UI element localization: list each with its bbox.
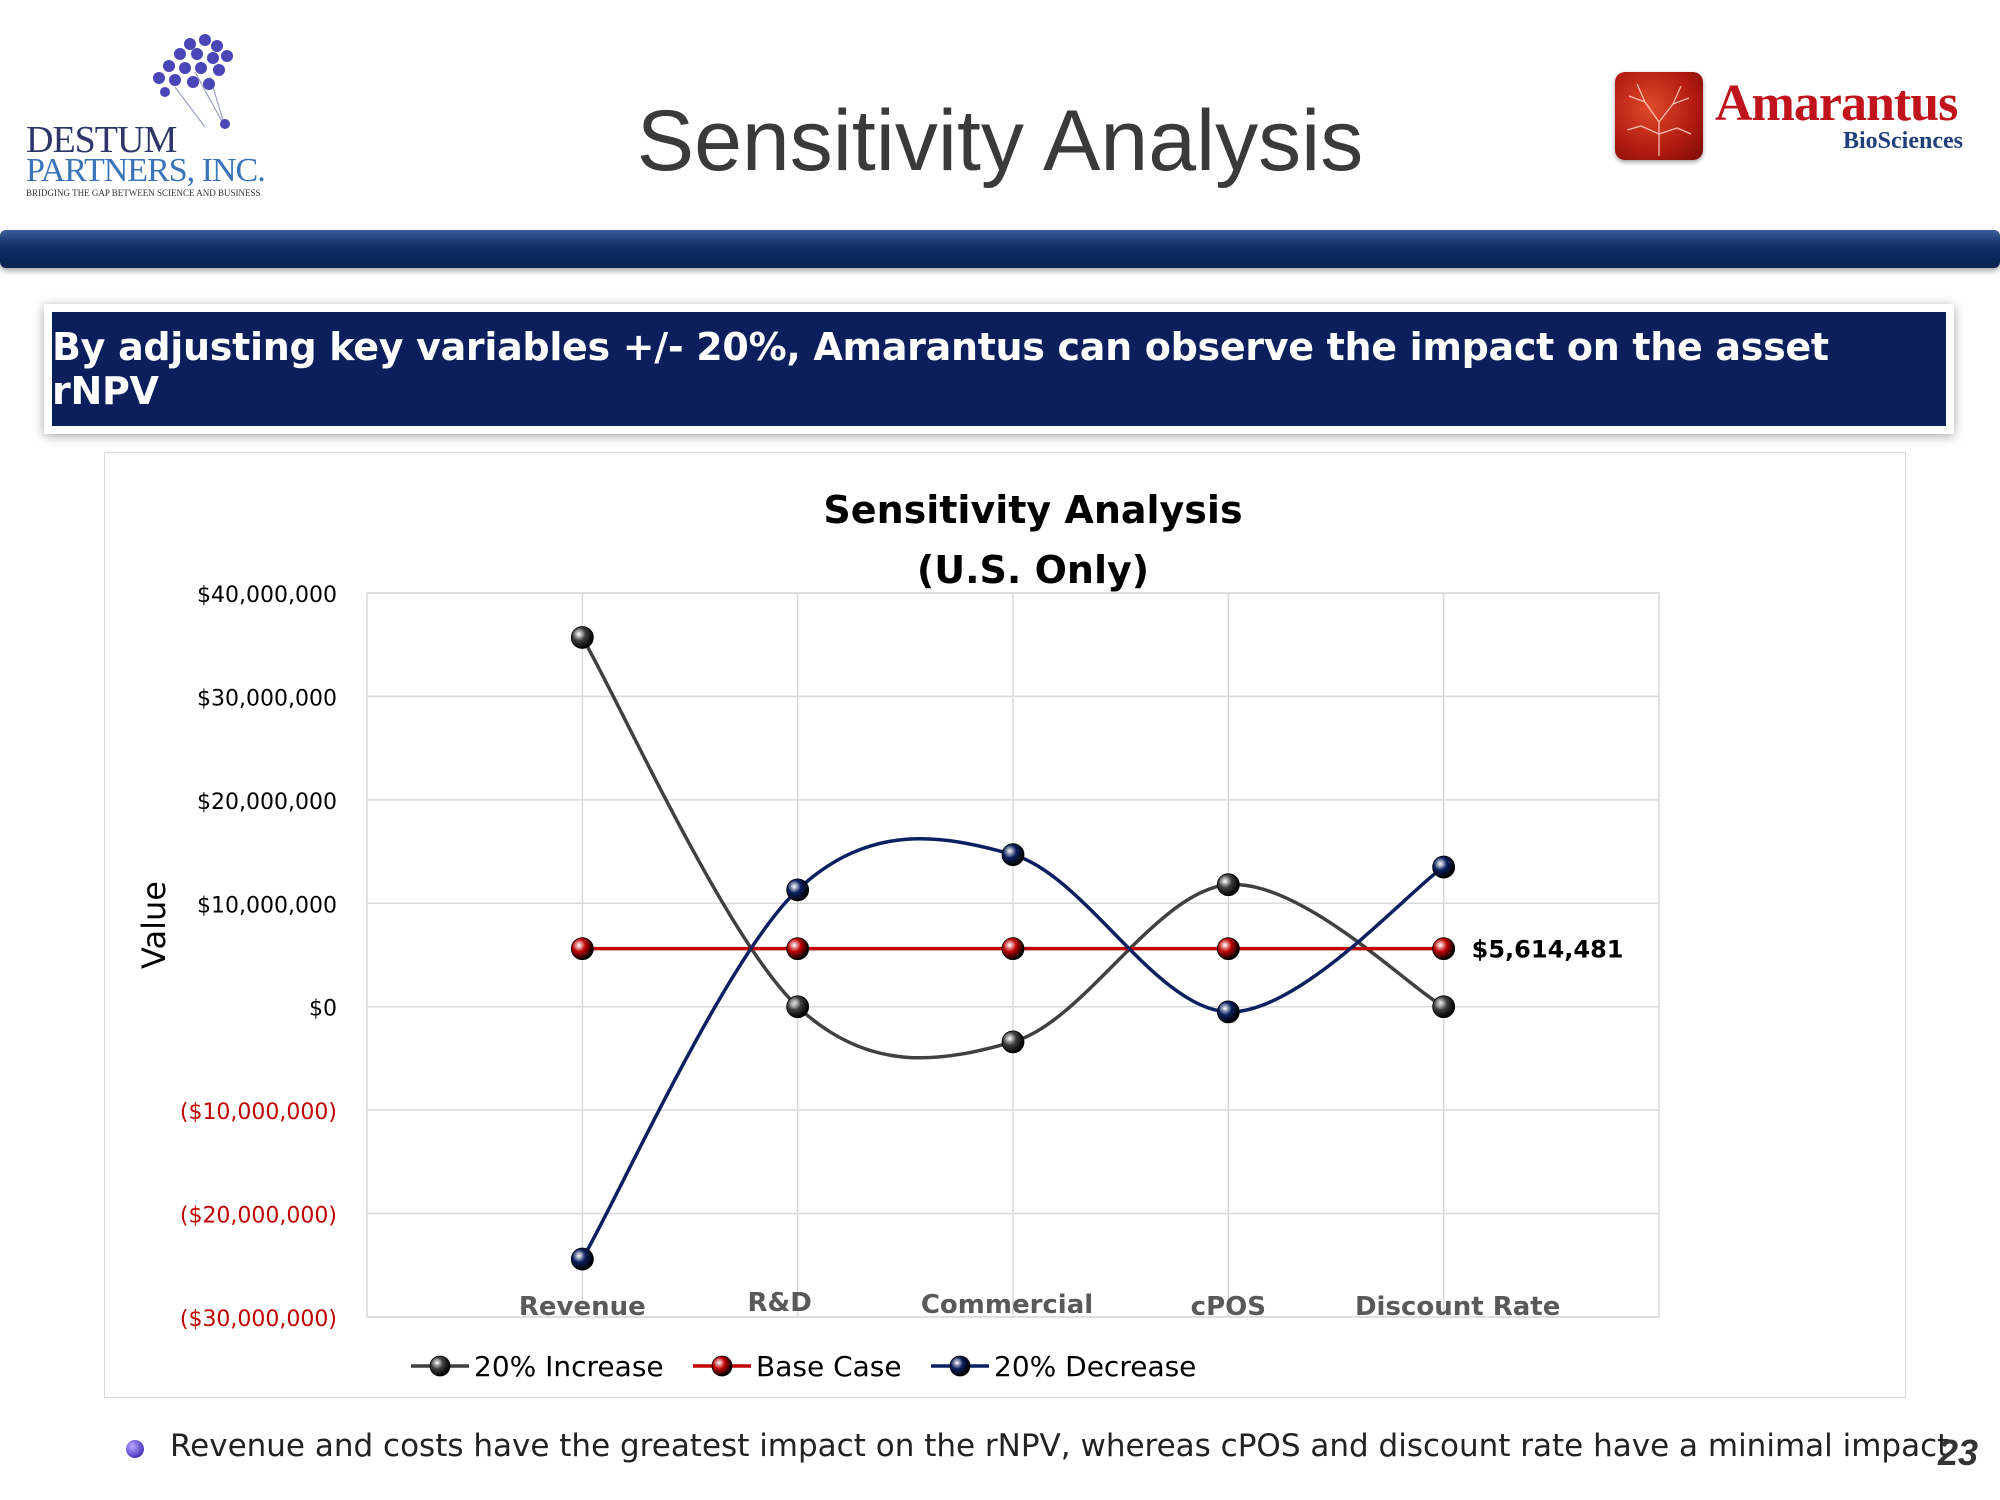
x-category-label: R&D <box>748 1288 812 1318</box>
chart-title-line1: Sensitivity Analysis <box>823 488 1242 532</box>
data-point-base-case <box>1001 937 1025 961</box>
data-point-20-decrease <box>1001 843 1025 867</box>
data-point-20-decrease <box>1432 855 1456 879</box>
banner-frame: By adjusting key variables +/- 20%, Amar… <box>44 304 1954 434</box>
y-tick-label: $30,000,000 <box>197 686 337 711</box>
chart-container: $40,000,000 $30,000,000 $20,000,000 $10,000… <box>104 452 1906 1398</box>
header-divider-bar <box>0 230 2000 268</box>
y-axis-label: Value <box>135 881 173 969</box>
y-tick-label: ($20,000,000) <box>180 1204 337 1229</box>
data-point-20-increase <box>786 995 810 1019</box>
destum-partners: PARTNERS, INC. <box>26 152 266 189</box>
x-category-label: Commercial <box>921 1290 1093 1320</box>
data-point-20-decrease <box>1216 1000 1240 1024</box>
destum-logo: DESTUM PARTNERS, INC. BRIDGING THE GAP B… <box>20 32 300 202</box>
legend-marker <box>429 1355 451 1377</box>
data-point-20-increase <box>1001 1030 1025 1054</box>
destum-tagline: BRIDGING THE GAP BETWEEN SCIENCE AND BUS… <box>26 188 261 198</box>
y-tick-label: $10,000,000 <box>197 893 337 918</box>
data-point-base-case <box>786 937 810 961</box>
banner-text: By adjusting key variables +/- 20%, Amar… <box>52 312 1946 426</box>
y-tick-label: ($30,000,000) <box>180 1307 337 1332</box>
data-point-20-decrease <box>786 878 810 902</box>
y-tick-label: $40,000,000 <box>197 583 337 608</box>
amarantus-sub: BioSciences <box>1843 128 1963 154</box>
legend-label: 20% Increase <box>474 1350 664 1383</box>
amarantus-logo: Amarantus BioSciences <box>1615 70 1985 170</box>
y-tick-label: $0 <box>309 997 337 1022</box>
destum-name: DESTUM <box>26 119 177 161</box>
data-point-base-case <box>1216 937 1240 961</box>
molecule-icon <box>153 34 233 129</box>
x-category-label: cPOS <box>1191 1292 1266 1322</box>
legend-marker <box>949 1355 971 1377</box>
chart-title-line2: (U.S. Only) <box>917 548 1149 592</box>
legend-label: Base Case <box>756 1350 902 1383</box>
sensitivity-chart: $40,000,000 $30,000,000 $20,000,000 $10,000… <box>135 488 1660 1383</box>
y-tick-label: ($10,000,000) <box>180 1100 337 1125</box>
data-point-base-case <box>570 937 594 961</box>
amarantus-icon <box>1615 72 1703 160</box>
page-number: 23 <box>1937 1432 1978 1473</box>
legend-marker <box>711 1355 733 1377</box>
data-point-20-increase <box>1432 995 1456 1019</box>
bullet-icon <box>126 1440 144 1458</box>
data-point-20-increase <box>570 626 594 649</box>
page-title: Sensitivity Analysis <box>636 93 1364 189</box>
x-category-label: Discount Rate <box>1355 1292 1560 1322</box>
data-point-20-decrease <box>570 1247 594 1271</box>
legend-label: 20% Decrease <box>994 1350 1196 1383</box>
bullet-text: Revenue and costs have the greatest impa… <box>170 1428 1950 1464</box>
x-category-label: Revenue <box>519 1292 646 1322</box>
y-tick-label: $20,000,000 <box>197 790 337 815</box>
data-point-20-increase <box>1216 873 1240 897</box>
amarantus-name: Amarantus <box>1715 75 1958 132</box>
data-point-base-case <box>1432 937 1456 961</box>
data-label-base-case: $5,614,481 <box>1472 936 1624 964</box>
